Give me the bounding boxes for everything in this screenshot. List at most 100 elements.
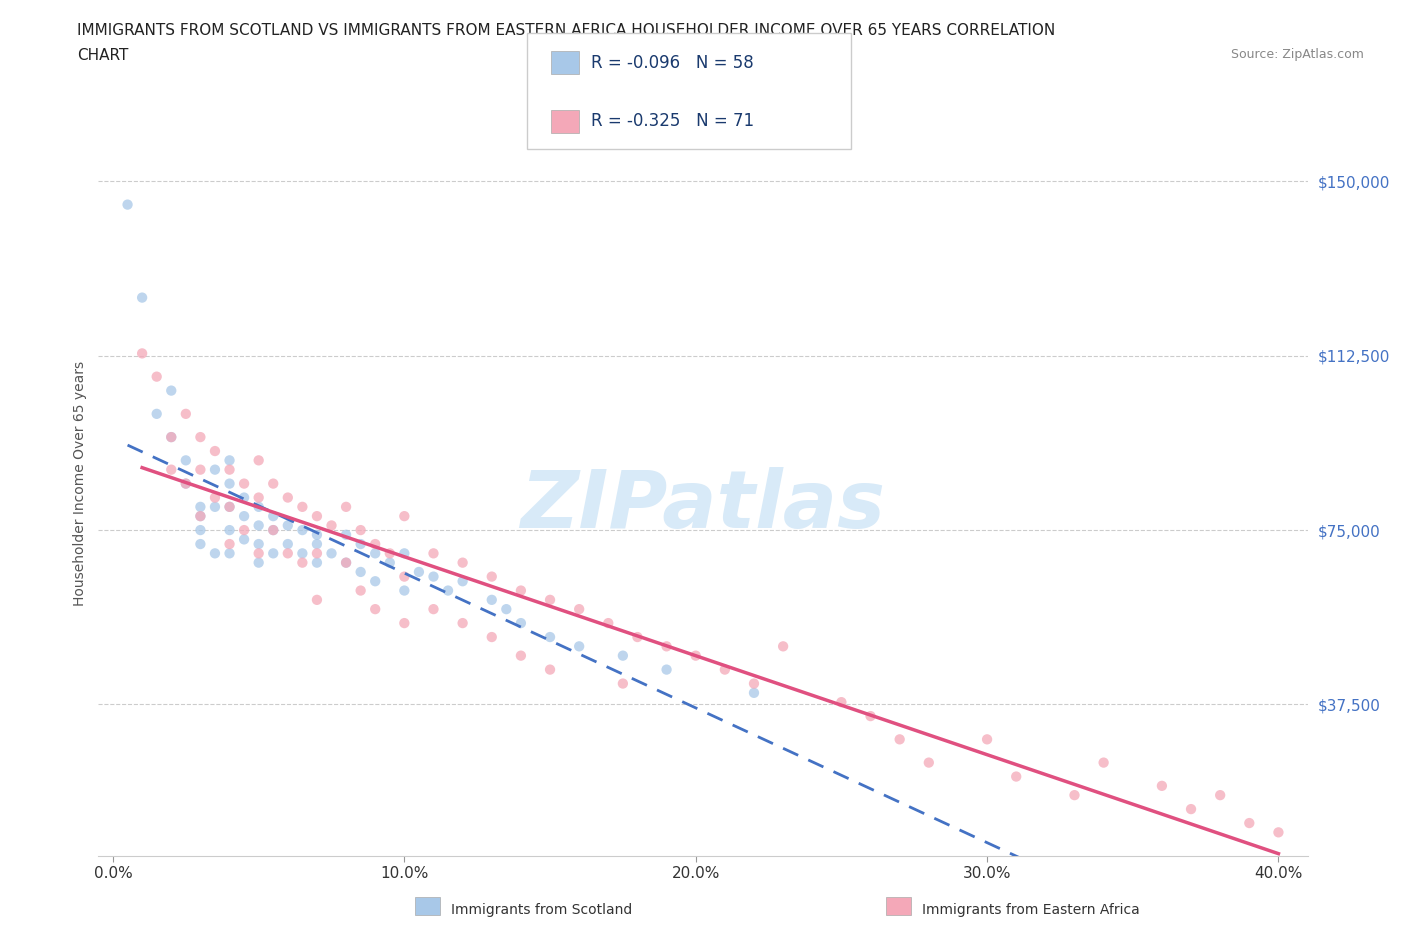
Point xyxy=(291,555,314,570)
Point xyxy=(247,490,270,505)
Point xyxy=(568,602,591,617)
Point xyxy=(131,290,153,305)
Point xyxy=(612,676,634,691)
Point xyxy=(305,546,328,561)
Point xyxy=(350,523,373,538)
Point xyxy=(714,662,737,677)
Point xyxy=(174,476,197,491)
Point xyxy=(305,537,328,551)
Point xyxy=(509,648,531,663)
Point xyxy=(218,476,240,491)
Point xyxy=(1092,755,1115,770)
Point xyxy=(262,523,284,538)
Point xyxy=(305,527,328,542)
Point xyxy=(918,755,941,770)
Point xyxy=(247,453,270,468)
Point xyxy=(247,518,270,533)
Point xyxy=(889,732,911,747)
Point xyxy=(204,490,226,505)
Point xyxy=(859,709,882,724)
Point xyxy=(204,546,226,561)
Point xyxy=(394,546,416,561)
Text: ZIPatlas: ZIPatlas xyxy=(520,467,886,545)
Point xyxy=(117,197,139,212)
Point xyxy=(277,537,299,551)
Point xyxy=(145,369,167,384)
Point xyxy=(451,616,474,631)
Point xyxy=(742,685,765,700)
Point xyxy=(233,476,256,491)
Point xyxy=(218,537,240,551)
Point xyxy=(1267,825,1289,840)
Point xyxy=(538,630,561,644)
Point xyxy=(1005,769,1028,784)
Text: IMMIGRANTS FROM SCOTLAND VS IMMIGRANTS FROM EASTERN AFRICA HOUSEHOLDER INCOME OV: IMMIGRANTS FROM SCOTLAND VS IMMIGRANTS F… xyxy=(77,23,1056,38)
Point xyxy=(1180,802,1202,817)
Point xyxy=(218,499,240,514)
Point xyxy=(364,537,387,551)
Point xyxy=(160,430,183,445)
Point xyxy=(509,616,531,631)
Point xyxy=(481,592,503,607)
Point xyxy=(190,509,212,524)
Point xyxy=(204,444,226,458)
Text: Immigrants from Eastern Africa: Immigrants from Eastern Africa xyxy=(922,902,1140,917)
Point xyxy=(437,583,460,598)
Point xyxy=(305,555,328,570)
Point xyxy=(538,662,561,677)
Point xyxy=(247,546,270,561)
Point xyxy=(218,462,240,477)
Point xyxy=(481,569,503,584)
Point xyxy=(335,527,357,542)
Point xyxy=(233,509,256,524)
Point xyxy=(364,602,387,617)
Point xyxy=(1209,788,1232,803)
Point xyxy=(291,499,314,514)
Point xyxy=(350,583,373,598)
Point xyxy=(394,509,416,524)
Point xyxy=(321,546,343,561)
Point xyxy=(190,509,212,524)
Point xyxy=(1063,788,1085,803)
Point xyxy=(247,555,270,570)
Point xyxy=(277,518,299,533)
Point xyxy=(174,453,197,468)
Point xyxy=(335,555,357,570)
Point xyxy=(247,537,270,551)
Point xyxy=(451,574,474,589)
Point xyxy=(394,583,416,598)
Point xyxy=(394,616,416,631)
Point xyxy=(408,565,430,579)
Point xyxy=(204,462,226,477)
Point xyxy=(451,555,474,570)
Point xyxy=(305,509,328,524)
Point xyxy=(335,499,357,514)
Point xyxy=(394,569,416,584)
Text: R = -0.096   N = 58: R = -0.096 N = 58 xyxy=(591,54,754,72)
Point xyxy=(233,532,256,547)
Point xyxy=(742,676,765,691)
Y-axis label: Householder Income Over 65 years: Householder Income Over 65 years xyxy=(73,361,87,606)
Point xyxy=(218,523,240,538)
Point xyxy=(350,537,373,551)
Point xyxy=(131,346,153,361)
Point xyxy=(830,695,852,710)
Point xyxy=(568,639,591,654)
Point xyxy=(233,490,256,505)
Text: R = -0.325   N = 71: R = -0.325 N = 71 xyxy=(591,113,754,130)
Point xyxy=(291,546,314,561)
Point xyxy=(422,569,444,584)
Point xyxy=(218,453,240,468)
Point xyxy=(247,499,270,514)
Point xyxy=(1150,778,1173,793)
Point xyxy=(685,648,707,663)
Point xyxy=(190,523,212,538)
Point xyxy=(612,648,634,663)
Point xyxy=(335,555,357,570)
Point xyxy=(626,630,648,644)
Point xyxy=(277,546,299,561)
Point xyxy=(160,430,183,445)
Point xyxy=(218,546,240,561)
Point xyxy=(772,639,794,654)
Point xyxy=(378,555,401,570)
